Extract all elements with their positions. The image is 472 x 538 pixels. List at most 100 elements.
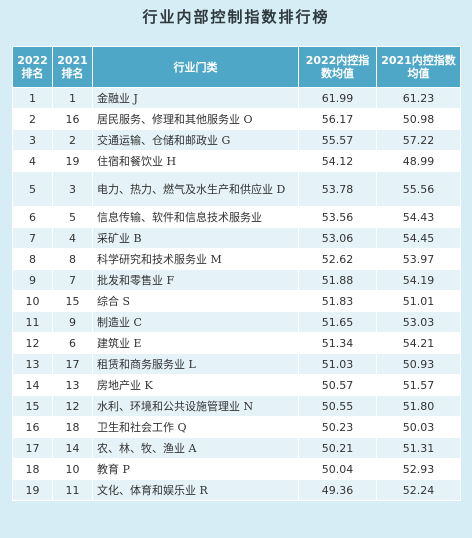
rank-2022-cell: 19 — [12, 479, 53, 501]
rank-2022-cell: 15 — [12, 395, 53, 417]
rank-2022-cell: 13 — [12, 353, 53, 375]
avg-2022-cell: 54.12 — [298, 150, 377, 172]
avg-2022-cell: 51.65 — [298, 311, 377, 333]
avg-2021-cell: 54.19 — [376, 269, 461, 291]
avg-2021-cell: 54.43 — [376, 206, 461, 228]
industry-cell: 房地产业 K — [92, 374, 299, 396]
rank-2021-cell: 10 — [52, 458, 93, 480]
rank-2021-cell: 9 — [52, 311, 93, 333]
page-title: 行业内部控制指数排行榜 — [142, 8, 330, 26]
rank-2022-cell: 17 — [12, 437, 53, 459]
header-rank-2021: 2021 排名 — [52, 46, 93, 88]
table-row: 8 8 科学研究和技术服务业 M 52.62 53.97 — [12, 248, 461, 270]
rank-2021-cell: 19 — [52, 150, 93, 172]
avg-2021-cell: 51.31 — [376, 437, 461, 459]
rank-2022-cell: 11 — [12, 311, 53, 333]
rank-2021-cell: 17 — [52, 353, 93, 375]
industry-cell: 科学研究和技术服务业 M — [92, 248, 299, 270]
rank-2021-cell: 2 — [52, 129, 93, 151]
rank-2021-cell: 4 — [52, 227, 93, 249]
avg-2021-cell: 57.22 — [376, 129, 461, 151]
header-industry: 行业门类 — [92, 46, 299, 88]
industry-cell: 教育 P — [92, 458, 299, 480]
avg-2022-cell: 56.17 — [298, 108, 377, 130]
avg-2021-cell: 50.03 — [376, 416, 461, 438]
rank-2021-cell: 1 — [52, 87, 93, 109]
industry-cell: 住宿和餐饮业 H — [92, 150, 299, 172]
avg-2021-cell: 61.23 — [376, 87, 461, 109]
avg-2021-cell: 52.93 — [376, 458, 461, 480]
industry-cell: 水利、环境和公共设施管理业 N — [92, 395, 299, 417]
avg-2022-cell: 50.04 — [298, 458, 377, 480]
avg-2021-cell: 50.98 — [376, 108, 461, 130]
avg-2021-cell: 53.03 — [376, 311, 461, 333]
rank-2022-cell: 12 — [12, 332, 53, 354]
rank-2021-cell: 11 — [52, 479, 93, 501]
rank-2022-cell: 16 — [12, 416, 53, 438]
industry-cell: 批发和零售业 F — [92, 269, 299, 291]
table-row: 15 12 水利、环境和公共设施管理业 N 50.55 51.80 — [12, 395, 461, 417]
rank-2022-cell: 14 — [12, 374, 53, 396]
industry-cell: 卫生和社会工作 Q — [92, 416, 299, 438]
table-row: 4 19 住宿和餐饮业 H 54.12 48.99 — [12, 150, 461, 172]
avg-2021-cell: 50.93 — [376, 353, 461, 375]
avg-2022-cell: 49.36 — [298, 479, 377, 501]
header-avg-2021: 2021内控指数 均值 — [376, 46, 461, 88]
industry-cell: 交通运输、仓储和邮政业 G — [92, 129, 299, 151]
avg-2021-cell: 52.24 — [376, 479, 461, 501]
rank-2022-cell: 7 — [12, 227, 53, 249]
table-row: 11 9 制造业 C 51.65 53.03 — [12, 311, 461, 333]
rank-2021-cell: 5 — [52, 206, 93, 228]
rank-2022-cell: 6 — [12, 206, 53, 228]
rank-2022-cell: 2 — [12, 108, 53, 130]
table-row: 16 18 卫生和社会工作 Q 50.23 50.03 — [12, 416, 461, 438]
avg-2022-cell: 53.78 — [298, 171, 377, 207]
table-row: 17 14 农、林、牧、渔业 A 50.21 51.31 — [12, 437, 461, 459]
table-row: 6 5 信息传输、软件和信息技术服务业 53.56 54.43 — [12, 206, 461, 228]
industry-cell: 信息传输、软件和信息技术服务业 — [92, 206, 299, 228]
rank-2022-cell: 8 — [12, 248, 53, 270]
avg-2022-cell: 51.88 — [298, 269, 377, 291]
avg-2021-cell: 48.99 — [376, 150, 461, 172]
avg-2022-cell: 50.55 — [298, 395, 377, 417]
avg-2022-cell: 51.83 — [298, 290, 377, 312]
header-rank-2022: 2022 排名 — [12, 46, 53, 88]
industry-cell: 综合 S — [92, 290, 299, 312]
industry-cell: 居民服务、修理和其他服务业 O — [92, 108, 299, 130]
industry-cell: 农、林、牧、渔业 A — [92, 437, 299, 459]
industry-cell: 金融业 J — [92, 87, 299, 109]
avg-2022-cell: 50.21 — [298, 437, 377, 459]
rank-2021-cell: 16 — [52, 108, 93, 130]
table-row: 5 3 电力、热力、燃气及水生产和供应业 D 53.78 55.56 — [12, 171, 461, 207]
table-row: 10 15 综合 S 51.83 51.01 — [12, 290, 461, 312]
header-avg-2022: 2022内控指 数均值 — [298, 46, 377, 88]
avg-2022-cell: 51.34 — [298, 332, 377, 354]
industry-cell: 租赁和商务服务业 L — [92, 353, 299, 375]
rank-2022-cell: 18 — [12, 458, 53, 480]
industry-cell: 电力、热力、燃气及水生产和供应业 D — [92, 171, 299, 207]
ranking-table: 2022 排名 2021 排名 行业门类 2022内控指 数均值 2021内控指数 均值… — [12, 46, 461, 501]
rank-2022-cell: 1 — [12, 87, 53, 109]
table-header-row: 2022 排名 2021 排名 行业门类 2022内控指 数均值 2021内控指数 均值 — [12, 46, 461, 88]
avg-2021-cell: 51.57 — [376, 374, 461, 396]
table-row: 7 4 采矿业 B 53.06 54.45 — [12, 227, 461, 249]
table-row: 12 6 建筑业 E 51.34 54.21 — [12, 332, 461, 354]
avg-2022-cell: 51.03 — [298, 353, 377, 375]
rank-2021-cell: 13 — [52, 374, 93, 396]
rank-2021-cell: 18 — [52, 416, 93, 438]
avg-2022-cell: 52.62 — [298, 248, 377, 270]
table-row: 18 10 教育 P 50.04 52.93 — [12, 458, 461, 480]
industry-cell: 制造业 C — [92, 311, 299, 333]
rank-2022-cell: 4 — [12, 150, 53, 172]
table-row: 1 1 金融业 J 61.99 61.23 — [12, 87, 461, 109]
avg-2021-cell: 54.21 — [376, 332, 461, 354]
avg-2022-cell: 50.57 — [298, 374, 377, 396]
avg-2022-cell: 61.99 — [298, 87, 377, 109]
avg-2022-cell: 53.56 — [298, 206, 377, 228]
avg-2022-cell: 55.57 — [298, 129, 377, 151]
table-row: 19 11 文化、体育和娱乐业 R 49.36 52.24 — [12, 479, 461, 501]
table-row: 14 13 房地产业 K 50.57 51.57 — [12, 374, 461, 396]
table-row: 3 2 交通运输、仓储和邮政业 G 55.57 57.22 — [12, 129, 461, 151]
avg-2021-cell: 53.97 — [376, 248, 461, 270]
industry-cell: 建筑业 E — [92, 332, 299, 354]
